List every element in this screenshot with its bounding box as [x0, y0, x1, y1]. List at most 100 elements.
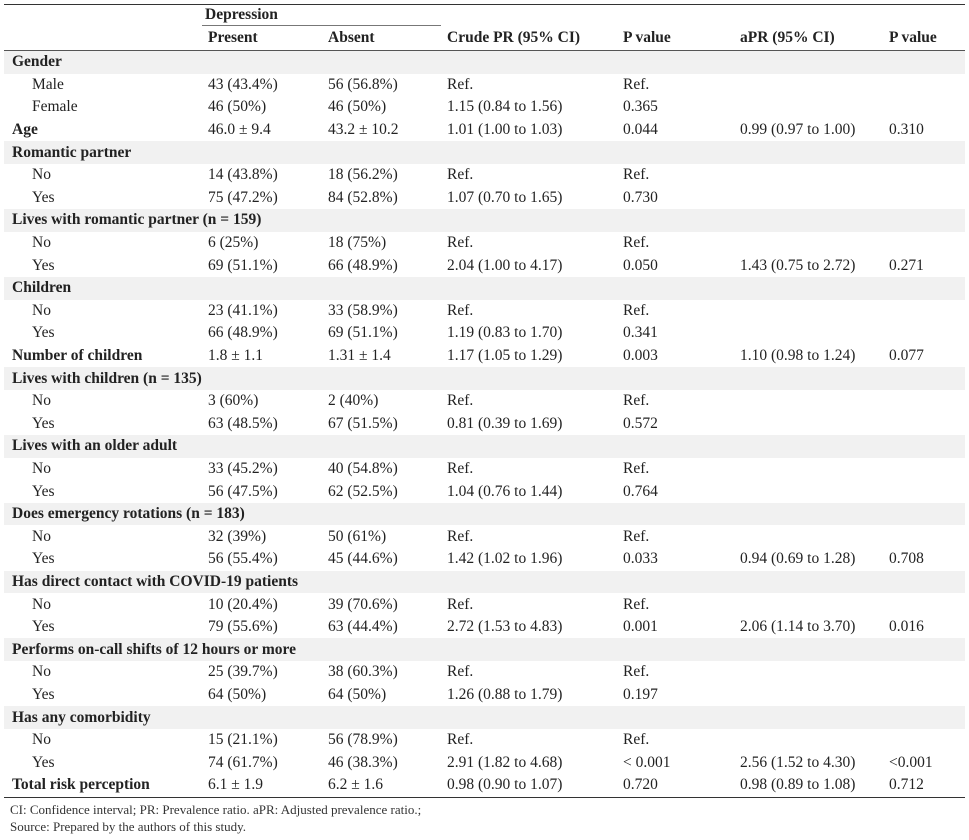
crude-pr-cell: 2.72 (1.53 to 4.83)	[447, 618, 563, 636]
crude-pr-cell: Ref.	[447, 75, 474, 93]
absent-cell: 56 (78.9%)	[328, 731, 398, 749]
empty-cell	[441, 276, 617, 300]
empty-cell	[617, 706, 734, 729]
empty-cell	[441, 638, 617, 662]
present-cell: 32 (39%)	[208, 527, 267, 545]
empty-cell	[734, 570, 883, 594]
table-row: No 15 (21.1%) 56 (78.9%) Ref. Ref.	[4, 729, 965, 752]
empty-cell	[617, 502, 734, 526]
table-row: Yes 66 (48.9%) 69 (51.1%) 1.19 (0.83 to 1.7…	[4, 322, 965, 345]
group-header-row: Lives with romantic partner (n = 159)	[4, 209, 965, 232]
present-cell: 6 (25%)	[208, 234, 259, 252]
apr-cell	[734, 187, 883, 210]
table-row: Total risk perception 6.1 ± 1.9 6.2 ± 1.6 0…	[4, 774, 965, 798]
apr-cell	[734, 74, 883, 97]
row-label: Age	[12, 121, 38, 139]
row-label: Male	[32, 75, 64, 93]
adjusted-p-value-cell: 0.708	[889, 550, 924, 568]
crude-pr-cell: 0.81 (0.39 to 1.69)	[447, 414, 563, 432]
empty-cell	[202, 276, 322, 300]
empty-cell	[617, 367, 734, 390]
table-row: No 6 (25%) 18 (75%) Ref. Ref.	[4, 232, 965, 255]
adjusted-p-value-cell: 0.310	[889, 121, 924, 139]
group-header-row: Romantic partner	[4, 141, 965, 164]
table-row: No 25 (39.7%) 38 (60.3%) Ref. Ref.	[4, 661, 965, 684]
adjusted-p-value-cell: 0.077	[889, 347, 924, 365]
empty-cell	[441, 367, 617, 390]
present-cell: 33 (45.2%)	[208, 459, 278, 477]
empty-cell	[202, 367, 322, 390]
empty-cell	[883, 276, 965, 300]
present-cell: 56 (47.5%)	[208, 482, 278, 500]
absent-cell: 39 (70.6%)	[328, 595, 398, 613]
table-row: No 23 (41.1%) 33 (58.9%) Ref. Ref.	[4, 300, 965, 323]
present-cell: 25 (39.7%)	[208, 663, 278, 681]
empty-cell	[617, 435, 734, 458]
apr-cell	[734, 322, 883, 345]
crude-pr-cell: Ref.	[447, 301, 474, 319]
adjusted-p-value-cell	[883, 322, 965, 345]
apr-cell: 1.10 (0.98 to 1.24)	[740, 347, 856, 365]
crude-pr-cell: Ref.	[447, 731, 474, 749]
crude-pr-cell: 1.42 (1.02 to 1.96)	[447, 550, 563, 568]
group-label: Performs on-call shifts of 12 hours or m…	[4, 638, 296, 662]
crude-pr-cell: Ref.	[447, 595, 474, 613]
crude-pr-cell: Ref.	[447, 166, 474, 184]
absent-cell: 69 (51.1%)	[328, 324, 398, 342]
present-cell: 15 (21.1%)	[208, 731, 278, 749]
adjusted-p-value-cell	[883, 729, 965, 752]
empty-cell	[734, 209, 883, 232]
present-cell: 74 (61.7%)	[208, 753, 278, 771]
present-cell: 79 (55.6%)	[208, 618, 278, 636]
adjusted-p-value-cell	[883, 300, 965, 323]
absent-cell: 50 (61%)	[328, 527, 387, 545]
adjusted-p-value-cell	[883, 187, 965, 210]
abbreviations-note: CI: Confidence interval; PR: Prevalence …	[10, 801, 422, 817]
table-body: Gender Male 43 (43.4%) 56 (56.8%) Ref. Ref. Fe…	[4, 50, 965, 798]
present-cell: 43 (43.4%)	[208, 75, 278, 93]
p-value-column-header: P value	[617, 25, 734, 51]
group-label: Children	[4, 276, 202, 300]
apr-cell	[734, 164, 883, 187]
table-footnotes: CI: Confidence interval; PR: Prevalence …	[4, 801, 965, 835]
table-row: Age 46.0 ± 9.4 43.2 ± 10.2 1.01 (1.00 to 1.…	[4, 119, 965, 142]
table-row: Number of children 1.8 ± 1.1 1.31 ± 1.4 1.1…	[4, 345, 965, 368]
crude-pr-cell: 1.26 (0.88 to 1.79)	[447, 685, 563, 703]
absent-cell: 63 (44.4%)	[328, 618, 398, 636]
header-row-depression: Depression	[4, 5, 965, 26]
empty-cell	[734, 276, 883, 300]
empty-cell	[617, 570, 734, 594]
table-header: Depression Present Absent Crude PR (95% …	[4, 4, 965, 51]
absent-cell: 45 (44.6%)	[328, 550, 398, 568]
absent-cell: 6.2 ± 1.6	[322, 774, 441, 798]
apr-cell	[734, 96, 883, 119]
empty-cell	[202, 50, 322, 74]
empty-cell	[202, 706, 322, 729]
present-cell: 10 (20.4%)	[208, 595, 278, 613]
absent-cell: 18 (75%)	[328, 234, 387, 252]
group-header-row: Has direct contact with COVID-19 patient…	[4, 570, 965, 594]
present-column-header: Present	[202, 25, 322, 51]
adjusted-p-value-cell	[883, 525, 965, 548]
empty-cell	[202, 502, 322, 526]
p-value-cell: 0.044	[623, 121, 658, 139]
p-value-cell: 0.001	[623, 618, 658, 636]
adjusted-p-value-cell	[883, 458, 965, 481]
p-value-cell: 0.720	[617, 774, 734, 798]
p-value-cell: Ref.	[623, 731, 650, 749]
empty-cell	[441, 570, 617, 594]
present-cell: 69 (51.1%)	[208, 256, 278, 274]
apr-cell: 2.56 (1.52 to 4.30)	[740, 753, 856, 771]
p-value-cell: Ref.	[623, 663, 650, 681]
crude-pr-cell: 1.01 (1.00 to 1.03)	[447, 121, 563, 139]
row-label: Yes	[32, 324, 55, 342]
crude-pr-cell: 1.17 (1.05 to 1.29)	[447, 347, 563, 365]
apr-cell: 0.99 (0.97 to 1.00)	[740, 121, 856, 139]
row-label: Yes	[32, 414, 55, 432]
apr-cell	[734, 593, 883, 616]
apr-cell: 1.43 (0.75 to 2.72)	[740, 256, 856, 274]
row-label: No	[32, 595, 51, 613]
row-label: Female	[32, 98, 78, 116]
empty-cell	[202, 638, 322, 662]
depression-header: Depression	[202, 5, 441, 26]
